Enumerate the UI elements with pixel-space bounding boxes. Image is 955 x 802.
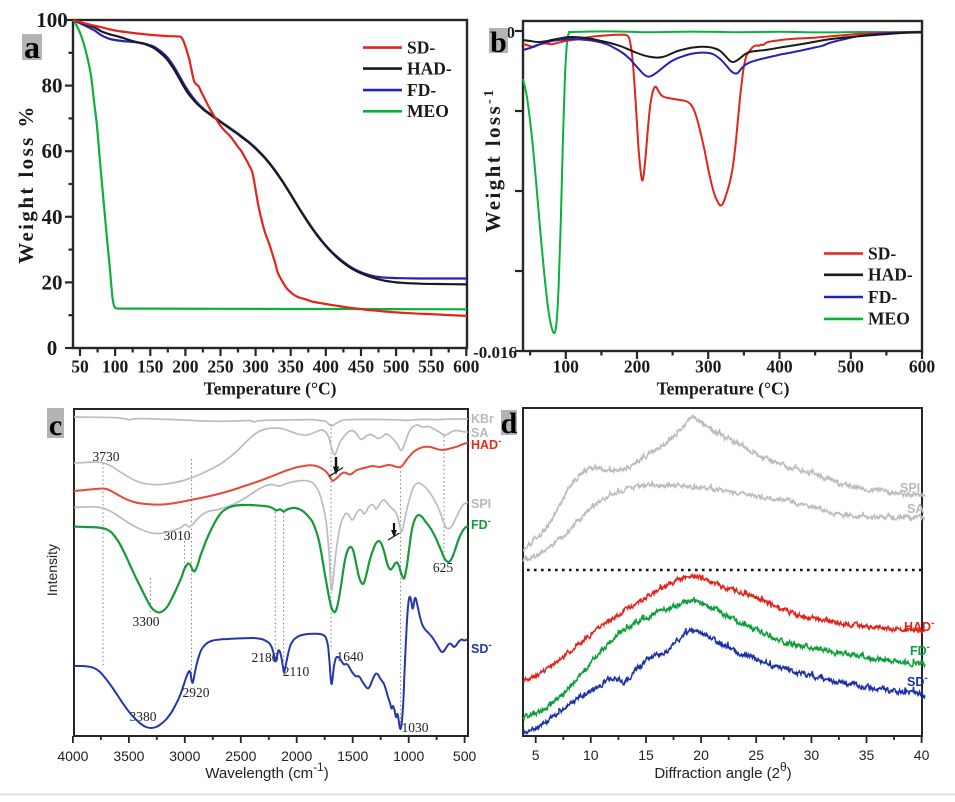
svg-text:2500: 2500 [225,748,256,764]
svg-text:1000: 1000 [393,748,424,764]
svg-text:40: 40 [914,747,930,763]
svg-text:30: 30 [804,747,820,763]
svg-text:0: 0 [47,336,58,360]
svg-text:10: 10 [583,747,599,763]
svg-text:Temperature (°C): Temperature (°C) [204,379,337,399]
svg-text:450: 450 [348,357,375,377]
svg-text:0: 0 [507,23,516,42]
svg-text:25: 25 [748,747,764,763]
svg-text:Weight loss-1: Weight loss-1 [481,88,505,233]
svg-text:500: 500 [383,357,410,377]
svg-text:3000: 3000 [169,748,200,764]
svg-text:20: 20 [42,270,63,294]
svg-text:HAD-: HAD- [407,58,452,78]
svg-text:40: 40 [42,205,63,229]
svg-text:500: 500 [838,357,865,377]
svg-text:SPI: SPI [471,497,491,511]
svg-text:Intensity: Intensity [44,544,60,596]
svg-text:SA: SA [471,426,488,440]
svg-text:HAD-: HAD- [471,436,501,453]
svg-text:150: 150 [137,357,164,377]
svg-text:c: c [49,409,62,442]
svg-text:2920: 2920 [183,685,210,700]
svg-text:b: b [490,26,507,59]
svg-text:100: 100 [553,357,580,377]
svg-text:2110: 2110 [283,664,310,679]
svg-text:SA: SA [907,502,924,516]
svg-text:20: 20 [693,747,709,763]
svg-text:Temperature (°C): Temperature (°C) [657,379,790,399]
svg-text:Wavelength (cm-1): Wavelength (cm-1) [205,760,328,782]
svg-text:60: 60 [42,139,63,163]
svg-text:100: 100 [36,8,68,32]
svg-text:SD-: SD- [407,37,435,57]
svg-text:1500: 1500 [337,748,368,764]
svg-text:-0.016: -0.016 [473,343,517,362]
svg-text:250: 250 [207,357,234,377]
svg-text:SD-: SD- [907,673,928,690]
svg-text:600: 600 [453,357,480,377]
svg-text:200: 200 [172,357,199,377]
svg-text:FD-: FD- [471,516,491,533]
svg-text:550: 550 [418,357,445,377]
svg-text:400: 400 [766,357,793,377]
svg-text:Diffraction angle (2θ): Diffraction angle (2θ) [654,760,791,782]
svg-text:MEO: MEO [868,309,910,329]
svg-text:FD-: FD- [407,80,436,100]
svg-text:200: 200 [624,357,651,377]
svg-text:HAD-: HAD- [904,618,934,635]
svg-text:35: 35 [859,747,875,763]
svg-text:100: 100 [102,357,129,377]
svg-text:SD-: SD- [868,243,896,263]
svg-text:3300: 3300 [133,614,160,629]
svg-text:2180: 2180 [252,650,279,665]
svg-text:SD-: SD- [471,640,492,657]
svg-text:80: 80 [42,74,63,98]
svg-text:3010: 3010 [164,528,191,543]
svg-text:15: 15 [638,747,654,763]
svg-text:HAD-: HAD- [868,265,913,285]
svg-text:300: 300 [242,357,269,377]
svg-text:5: 5 [532,747,540,763]
svg-text:400: 400 [313,357,340,377]
svg-text:4000: 4000 [57,748,88,764]
svg-text:FD-: FD- [910,642,930,659]
svg-text:2000: 2000 [281,748,312,764]
svg-text:50: 50 [71,357,89,377]
svg-text:300: 300 [695,357,722,377]
svg-text:600: 600 [909,357,936,377]
svg-text:350: 350 [278,357,305,377]
svg-text:a: a [24,29,40,65]
svg-text:1640: 1640 [337,649,364,664]
svg-text:FD-: FD- [868,287,897,307]
svg-text:MEO: MEO [407,101,449,121]
svg-text:625: 625 [433,560,454,575]
svg-text:Weight loss %: Weight loss % [14,104,38,264]
svg-text:500: 500 [453,748,477,764]
svg-text:3730: 3730 [93,449,120,464]
svg-text:SPI: SPI [900,481,920,495]
svg-text:3500: 3500 [113,748,144,764]
svg-text:1030: 1030 [402,720,429,735]
svg-text:KBr: KBr [471,412,494,426]
svg-text:d: d [501,407,518,440]
